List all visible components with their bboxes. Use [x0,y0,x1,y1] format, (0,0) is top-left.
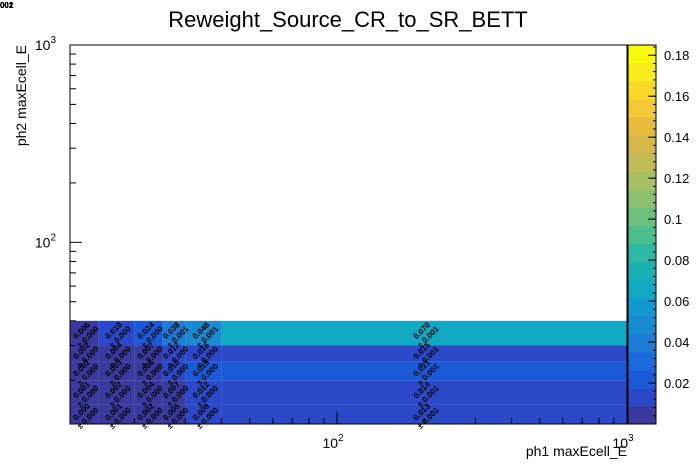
heatmap-cell [70,404,99,424]
palette-tick-label: 0.1 [664,212,682,227]
chart-title: Reweight_Source_CR_to_SR_BETT [168,7,528,32]
palette-swatch [628,279,656,299]
heatmap-cell [162,404,186,424]
heatmap-cell [70,320,99,346]
heatmap-cell [134,320,163,346]
heatmap-cell [185,320,222,346]
heatmap-cell [162,361,186,381]
heatmap-cell-label: 0.185± 0.002 [0,0,14,10]
heatmap-cell [162,320,186,346]
palette-swatch [628,207,656,226]
heatmap-cell [221,361,628,381]
palette-swatch [628,171,656,190]
palette-swatch [628,351,656,371]
heatmap-cell [98,404,135,424]
palette-tick-label: 0.16 [664,89,689,104]
palette-tick-label: 0.14 [664,130,689,145]
palette-swatch [628,99,656,118]
x-tick-label: 102 [322,433,344,451]
heatmap-cell [134,361,163,381]
palette-swatch [628,315,656,335]
y-tick-label: 103 [35,35,57,53]
palette-swatch [628,405,656,425]
heatmap-cell [221,345,628,362]
heatmap-cell [185,404,222,424]
heatmap-cell [162,345,186,362]
palette-swatch [628,63,656,82]
heatmap-cell-label: 0.095± 0.001 [0,0,14,10]
palette-swatch [628,45,656,64]
color-palette-bar [627,44,657,425]
palette-swatch [628,135,656,154]
heatmap-cell-label: 0.084± 0.001 [0,0,14,10]
heatmap-cell [162,380,186,405]
heatmap-cell [221,320,628,346]
palette-swatch [628,297,656,317]
x-axis-label: ph1 maxEcell_E [526,443,627,459]
palette-tick-label: 0.08 [664,253,689,268]
palette-swatch [628,81,656,100]
palette-swatch [628,153,656,172]
palette-tick-label: 0.06 [664,294,689,309]
heatmap-cell [185,380,222,405]
palette-swatch [628,387,656,407]
palette-swatch [628,369,656,389]
heatmap-cell [98,380,135,405]
heatmap-cell [98,320,135,346]
y-axis-label: ph2 maxEcell_E [13,45,29,146]
heatmap-cell [70,380,99,405]
heatmap-cell-label: 0.139± 0.002 [0,0,14,10]
palette-swatch [628,225,656,245]
palette-tick-label: 0.04 [664,335,689,350]
heatmap-cell-label: 0.078± 0.001 [0,0,14,10]
palette-tick-label: 0.18 [664,48,689,63]
heatmap-cell [221,380,628,405]
heatmap-cell [134,345,163,362]
palette-swatch [628,117,656,136]
heatmap-cell [70,345,99,362]
y-tick-label: 102 [35,232,57,250]
palette-swatch [628,243,656,263]
heatmap-cell [134,404,163,424]
heatmap-cells [70,320,628,424]
heatmap-cell [185,345,222,362]
heatmap-cell [221,404,628,424]
color-palette-axis: 0.02 0.04 0.06 0.08 0.1 0.12 0.14 0.16 0.18 [648,45,689,424]
palette-tick-label: 0.02 [664,376,689,391]
heatmap-cell [70,361,99,381]
palette-tick-label: 0.12 [664,171,689,186]
plot-frame [69,44,628,425]
heatmap-cell [98,361,135,381]
palette-swatch [628,189,656,208]
heatmap-cell [134,380,163,405]
palette-swatch [628,333,656,353]
heatmap-cell [98,345,135,362]
heatmap-cell [185,361,222,381]
palette-swatch [628,261,656,281]
